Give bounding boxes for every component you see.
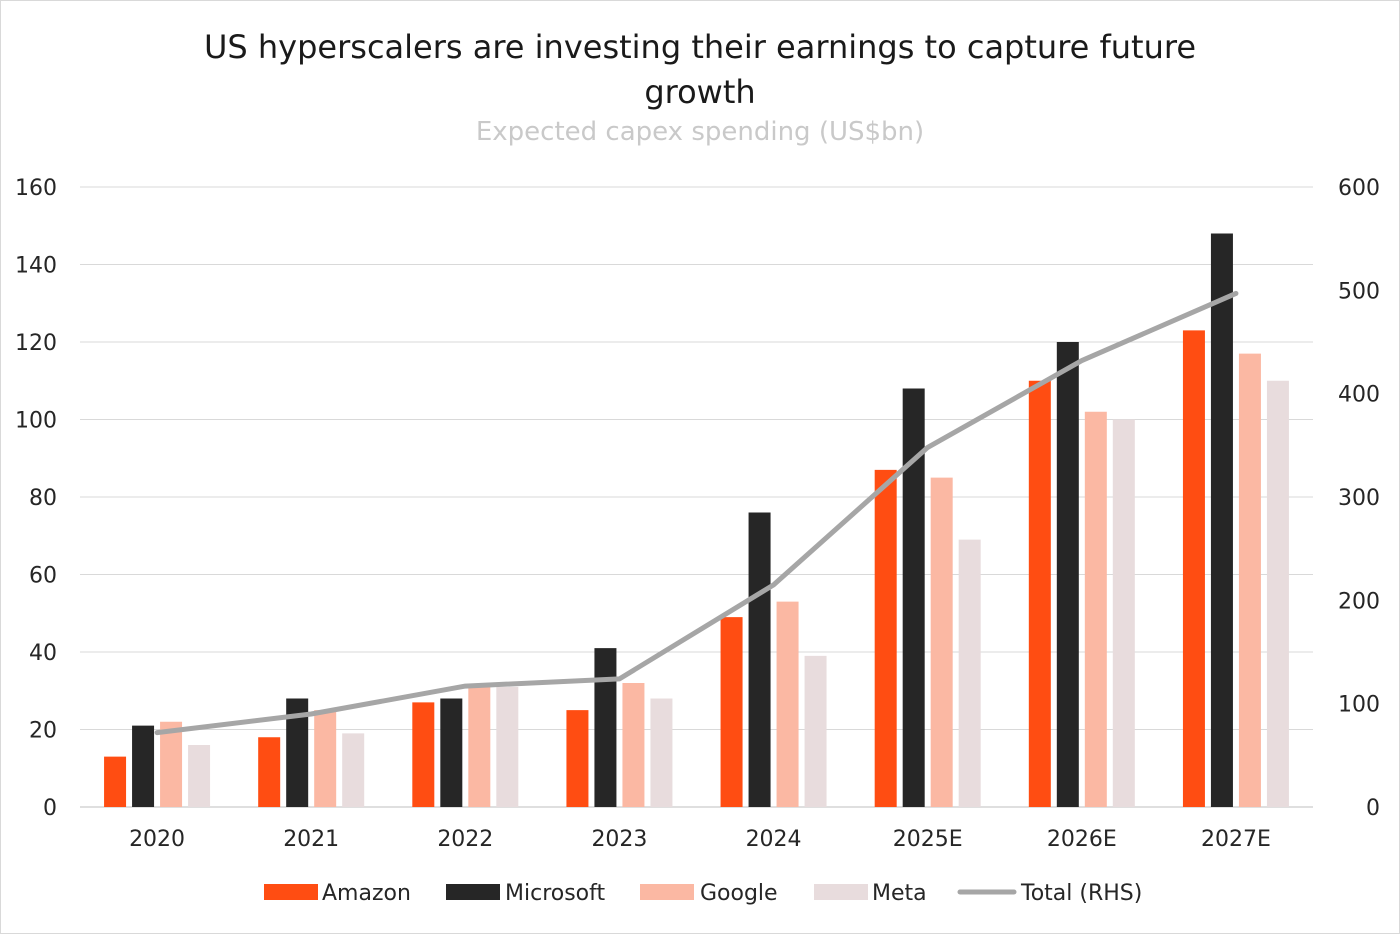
bar-amazon-2022 xyxy=(412,702,435,807)
bar-amazon-2025e xyxy=(874,469,897,807)
bar-meta-2026e xyxy=(1112,419,1135,807)
bar-google-2020 xyxy=(160,721,183,807)
chart-title-line-1: US hyperscalers are investing their earn… xyxy=(203,28,1197,66)
bar-amazon-2026e xyxy=(1028,380,1051,807)
bar-meta-2022 xyxy=(496,686,519,807)
total-line xyxy=(154,290,1239,736)
y-left-tick-label: 160 xyxy=(15,176,57,201)
bar-microsoft-2023 xyxy=(594,648,617,807)
y-left-tick-label: 40 xyxy=(29,641,57,666)
x-tick-label: 2022 xyxy=(437,827,493,852)
y-right-tick-label: 600 xyxy=(1338,176,1380,201)
y-right-tick-label: 400 xyxy=(1338,383,1380,408)
chart-title-line-2: growth xyxy=(644,73,756,111)
bar-microsoft-2021 xyxy=(286,698,309,807)
bar-google-2024 xyxy=(776,601,799,807)
bar-microsoft-2020 xyxy=(132,725,155,807)
bar-meta-2021 xyxy=(342,733,365,807)
y-right-tick-label: 200 xyxy=(1338,589,1380,614)
bar-meta-2024 xyxy=(804,655,827,807)
bar-amazon-2021 xyxy=(258,737,281,807)
y-right-tick-label: 0 xyxy=(1366,796,1380,821)
legend-swatch-microsoft xyxy=(446,884,500,900)
x-tick-label: 2023 xyxy=(591,827,647,852)
legend-label: Total (RHS) xyxy=(1020,881,1142,906)
bar-microsoft-2026e xyxy=(1056,342,1079,807)
y-axis-right: 0 100 200 300 400 500 600 xyxy=(1338,176,1380,821)
legend: Amazon Microsoft Google Meta Total (RHS) xyxy=(264,881,1142,906)
bar-meta-2027e xyxy=(1266,380,1289,807)
chart-subtitle: Expected capex spending (US$bn) xyxy=(475,117,925,147)
y-left-tick-label: 120 xyxy=(15,331,57,356)
bar-google-2022 xyxy=(468,686,491,807)
legend-label: Meta xyxy=(872,881,927,906)
bar-amazon-2024 xyxy=(720,617,743,807)
y-left-tick-label: 20 xyxy=(29,719,57,744)
y-left-tick-label: 80 xyxy=(29,486,57,511)
bar-microsoft-2024 xyxy=(748,512,771,807)
gridlines xyxy=(80,186,1313,808)
bar-microsoft-2025e xyxy=(902,388,925,807)
x-tick-label: 2021 xyxy=(283,827,339,852)
bar-google-2021 xyxy=(314,710,337,807)
y-left-tick-label: 100 xyxy=(15,409,57,434)
legend-label: Microsoft xyxy=(505,881,605,906)
bar-google-2025e xyxy=(930,477,953,807)
bar-google-2027e xyxy=(1238,353,1261,807)
bars xyxy=(104,233,1289,807)
y-axis-left: 0 20 40 60 80 100 120 140 160 xyxy=(15,176,57,821)
bar-amazon-2020 xyxy=(104,756,127,807)
bar-microsoft-2027e xyxy=(1210,233,1233,807)
bar-meta-2025e xyxy=(958,539,981,807)
legend-label: Amazon xyxy=(322,881,411,906)
x-tick-label: 2020 xyxy=(129,827,185,852)
bar-google-2026e xyxy=(1084,411,1107,807)
y-left-tick-label: 0 xyxy=(43,796,57,821)
y-right-tick-label: 100 xyxy=(1338,693,1380,718)
y-right-tick-label: 300 xyxy=(1338,486,1380,511)
bar-microsoft-2022 xyxy=(440,698,463,807)
bar-meta-2020 xyxy=(188,745,211,807)
y-left-tick-label: 140 xyxy=(15,254,57,279)
legend-label: Google xyxy=(700,881,778,906)
bar-meta-2023 xyxy=(650,698,673,807)
y-right-tick-label: 500 xyxy=(1338,279,1380,304)
line-total-rhs xyxy=(154,290,1239,736)
bar-google-2023 xyxy=(622,683,645,807)
legend-swatch-meta xyxy=(814,884,868,900)
x-tick-label: 2027E xyxy=(1201,827,1271,852)
bar-amazon-2027e xyxy=(1182,330,1205,807)
x-axis: 2020 2021 2022 2023 2024 2025E 2026E 2027E xyxy=(129,827,1271,852)
y-left-tick-label: 60 xyxy=(29,564,57,589)
legend-swatch-amazon xyxy=(264,884,318,900)
x-tick-label: 2024 xyxy=(746,827,802,852)
x-tick-label: 2025E xyxy=(893,827,963,852)
bar-amazon-2023 xyxy=(566,710,589,807)
legend-swatch-google xyxy=(640,884,694,900)
x-tick-label: 2026E xyxy=(1047,827,1117,852)
